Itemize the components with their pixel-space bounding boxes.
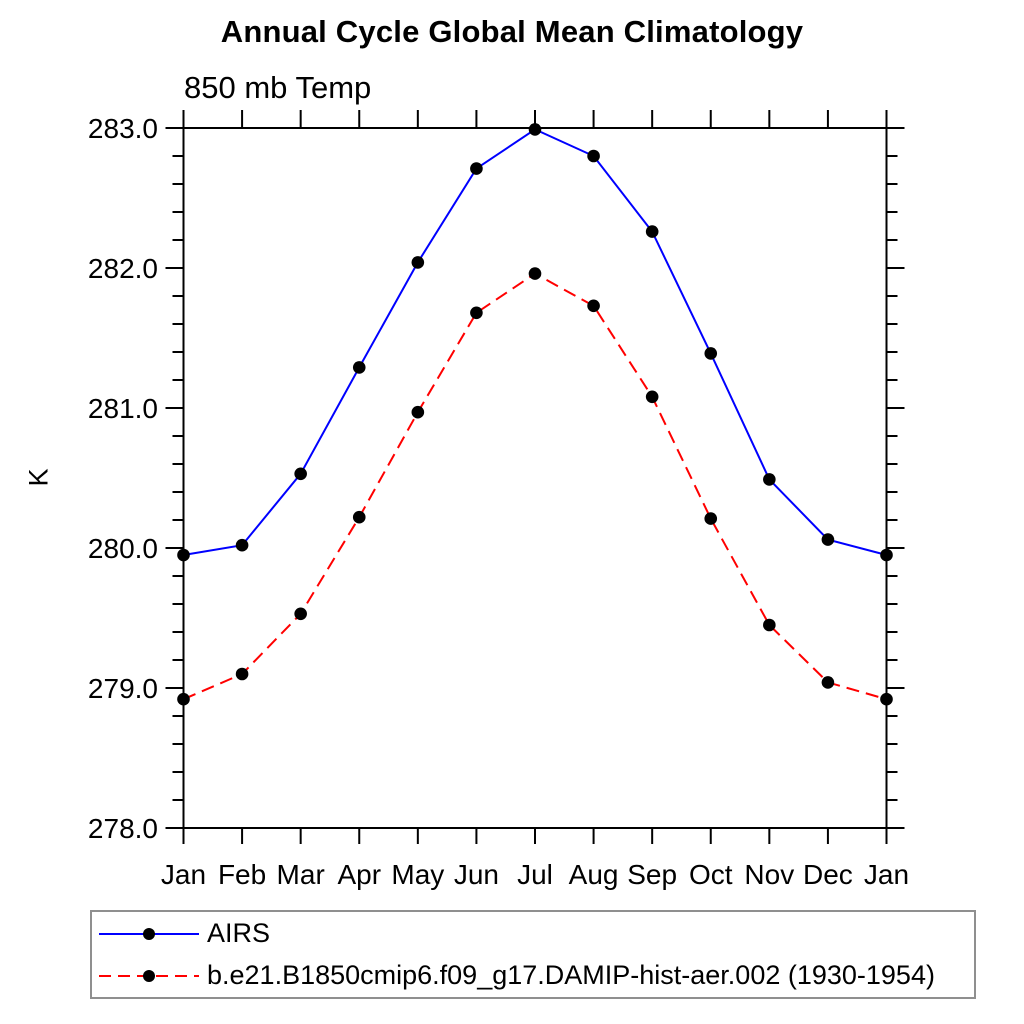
data-point-model — [528, 267, 542, 280]
x-tick-label: Nov — [744, 859, 794, 890]
data-point-airs — [235, 538, 249, 552]
data-point-model — [763, 618, 776, 632]
data-point-airs — [294, 467, 307, 481]
x-tick-label: Jan — [161, 859, 206, 890]
data-point-model — [177, 692, 190, 706]
data-point-airs — [470, 162, 483, 175]
data-point-model — [880, 692, 893, 706]
series-line-model — [183, 272, 887, 701]
data-point-airs — [704, 347, 718, 360]
data-point-airs — [880, 548, 893, 562]
x-tick-label: Dec — [803, 859, 853, 890]
x-tick-label: Jan — [864, 859, 909, 890]
data-point-airs — [645, 225, 659, 238]
y-tick-label: 282.0 — [88, 253, 158, 284]
data-point-airs — [528, 123, 542, 136]
data-point-airs — [352, 361, 366, 374]
data-point-model — [470, 306, 483, 320]
legend-sample-marker — [143, 927, 155, 940]
data-point-model — [235, 667, 249, 681]
legend-item-airs: AIRS — [97, 913, 974, 955]
data-point-airs — [411, 256, 425, 269]
x-tick-label: Oct — [689, 859, 733, 890]
data-point-model — [411, 405, 425, 419]
y-tick-label: 279.0 — [88, 673, 158, 704]
legend: AIRS b.e21.B1850cmip6.f09_g17.DAMIP-hist… — [90, 910, 976, 999]
data-point-airs — [177, 548, 190, 562]
legend-item-model: b.e21.B1850cmip6.f09_g17.DAMIP-hist-aer.… — [97, 955, 974, 997]
x-tick-label: Aug — [569, 859, 619, 890]
data-point-airs — [587, 149, 600, 163]
legend-sample-marker — [143, 969, 155, 982]
plot-frame — [182, 127, 888, 829]
chart-title: Annual Cycle Global Mean Climatology — [220, 14, 804, 49]
y-tick-label: 281.0 — [88, 393, 158, 424]
x-tick-label: Jul — [517, 859, 553, 890]
data-point-model — [294, 607, 307, 621]
x-tick-label: May — [391, 859, 444, 890]
x-tick-label: Sep — [627, 859, 677, 890]
data-point-model — [645, 390, 659, 404]
data-point-airs — [763, 473, 776, 486]
data-point-model — [587, 299, 600, 313]
data-point-model — [821, 676, 835, 689]
x-tick-label: Mar — [277, 859, 325, 890]
series-line-airs — [183, 128, 887, 556]
y-tick-label: 278.0 — [88, 813, 158, 844]
legend-label-model: b.e21.B1850cmip6.f09_g17.DAMIP-hist-aer.… — [207, 960, 935, 990]
x-tick-label: Feb — [218, 859, 266, 890]
legend-line-sample-model — [99, 969, 199, 982]
y-tick-label: 280.0 — [88, 533, 158, 564]
y-tick-label: 283.0 — [88, 113, 158, 144]
data-point-model — [352, 510, 366, 524]
data-point-model — [704, 512, 718, 525]
data-point-airs — [821, 533, 835, 546]
legend-line-sample-airs — [99, 927, 199, 940]
x-tick-label: Jun — [454, 859, 499, 890]
x-tick-label: Apr — [337, 859, 381, 890]
chart-subtitle: 850 mb Temp — [184, 70, 372, 105]
legend-label-airs: AIRS — [207, 918, 271, 948]
